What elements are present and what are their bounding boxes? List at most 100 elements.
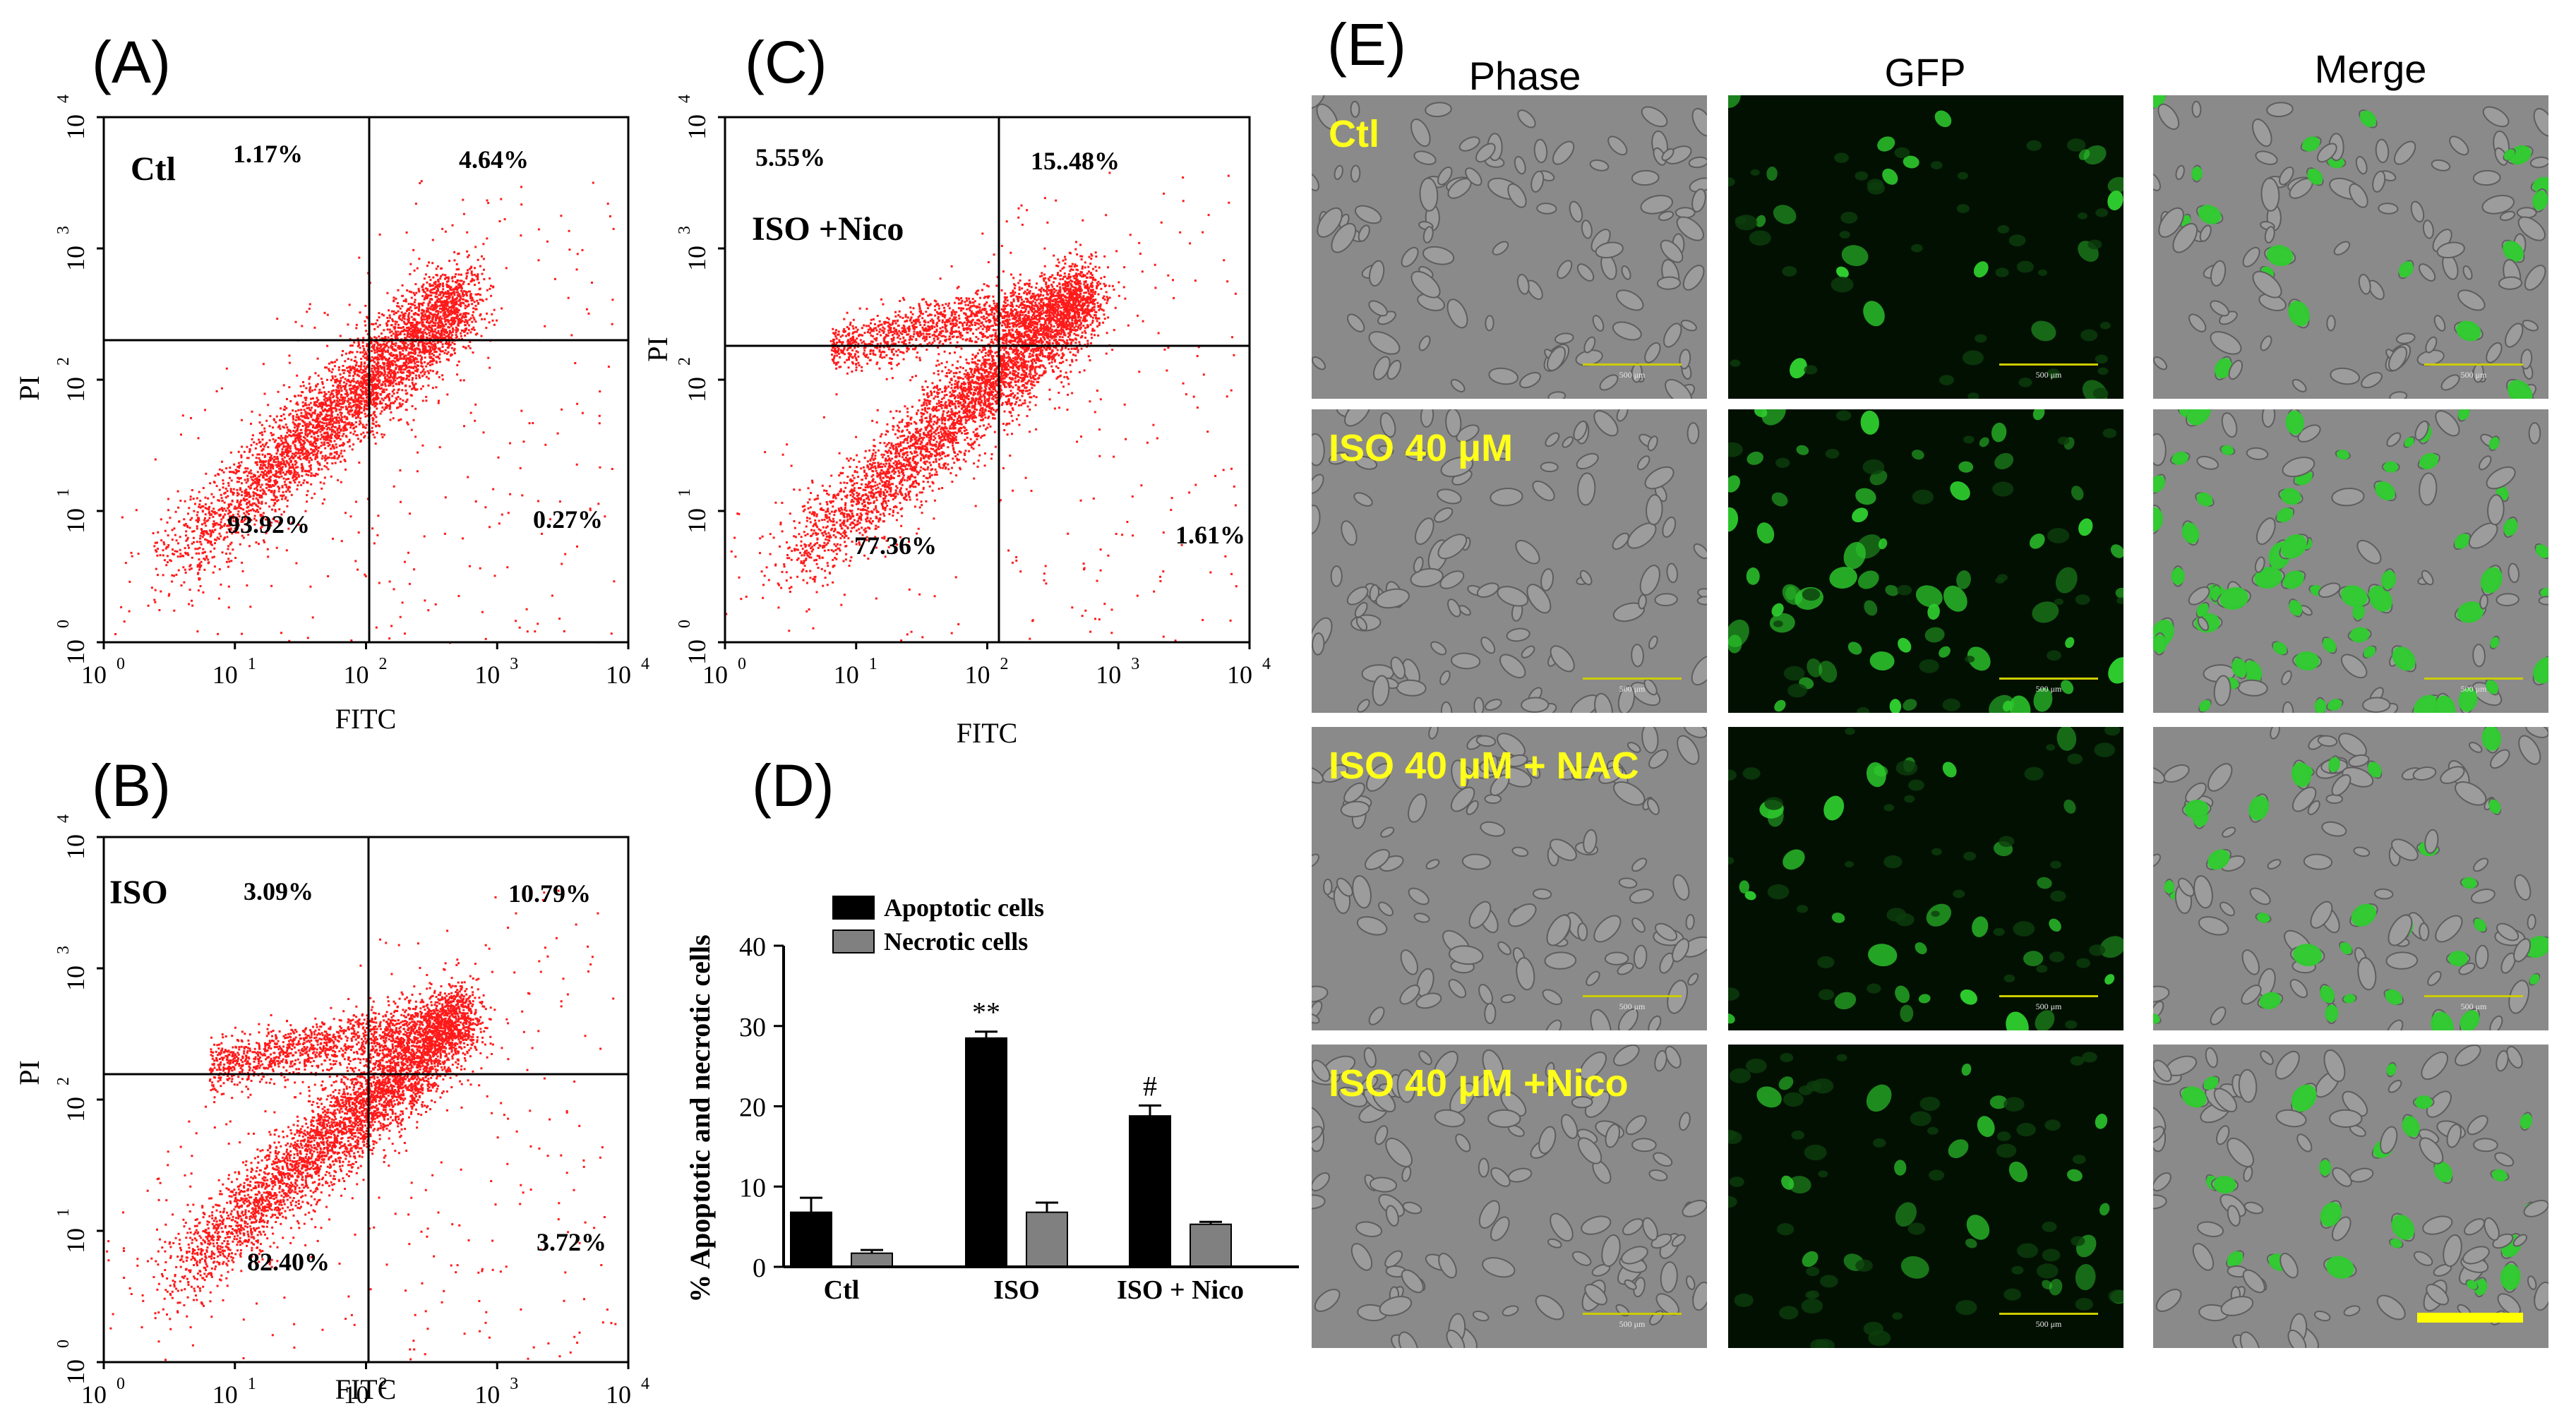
cell	[1380, 826, 1395, 838]
cell	[1466, 800, 1479, 815]
cell	[2310, 901, 2333, 929]
gfp-cell	[2392, 646, 2416, 671]
micrograph-phase-3: 500 μm ISO 40 μM +Nico	[1312, 1045, 1707, 1348]
y-tick-label: 10	[61, 114, 90, 140]
cell	[1350, 164, 1361, 183]
gfp-cell	[1728, 634, 1742, 654]
cell	[1354, 601, 1368, 618]
gfp-cell	[2115, 587, 2123, 599]
gfp-cell	[1855, 488, 1876, 505]
cell	[2422, 219, 2434, 239]
cell	[1639, 565, 1660, 596]
cell	[1386, 359, 1402, 380]
gfp-cell	[2462, 877, 2477, 889]
gfp-cell	[1866, 1084, 1892, 1112]
cell	[1418, 1050, 1432, 1065]
cell	[1546, 1079, 1561, 1093]
scale-bar	[1999, 363, 2098, 366]
gfp-cell	[2227, 1251, 2243, 1268]
scale-bar	[2417, 1313, 2523, 1323]
y-tick-label-exponent: 1	[54, 1208, 73, 1217]
quadrant-upper-left-value: 5.55%	[755, 143, 825, 172]
micrograph-gfp-1: 500 μm	[1728, 409, 2123, 713]
cell	[2412, 766, 2437, 781]
cell	[1312, 1126, 1324, 1144]
cell	[2524, 265, 2546, 291]
gfp-cell	[1755, 215, 1766, 227]
y-tick-label: 10	[61, 1228, 90, 1253]
cell	[1368, 331, 1401, 355]
cell	[1661, 148, 1675, 162]
gfp-cell	[1973, 261, 1989, 278]
cell	[1646, 798, 1660, 815]
cell	[2199, 224, 2212, 242]
gfp-cell	[1965, 1238, 1977, 1248]
cell	[1456, 424, 1480, 443]
cell	[2472, 644, 2486, 668]
cell	[1363, 1047, 1377, 1069]
gfp-cell	[1728, 507, 1739, 532]
cell	[1430, 641, 1447, 656]
gfp-cell	[2248, 795, 2270, 821]
y-tick-label: 10	[61, 377, 90, 402]
cell	[1379, 1296, 1413, 1316]
scale-bar-label: 500 μm	[2036, 1319, 2062, 1329]
gfp-cell	[1924, 627, 1945, 643]
cell	[1571, 1096, 1593, 1109]
cell	[2261, 409, 2276, 428]
cell	[2421, 570, 2434, 586]
cell	[2467, 1115, 2488, 1136]
cell	[1622, 1218, 1643, 1236]
gfp-cell	[2343, 994, 2356, 1004]
gfp-cell	[2375, 481, 2395, 500]
sample-label: ISO +Nico	[752, 210, 904, 248]
cell	[1654, 922, 1678, 941]
y-tick-label-exponent: 0	[54, 1340, 73, 1348]
cell	[2281, 670, 2292, 685]
cell	[1545, 1061, 1555, 1078]
cell	[1526, 760, 1541, 779]
cell	[1583, 829, 1598, 854]
gfp-cell	[2340, 942, 2352, 955]
gfp-cell	[1773, 205, 1797, 224]
micrograph-merge-2: 500 μm	[2153, 727, 2548, 1030]
cell	[2463, 1218, 2485, 1236]
cell	[1448, 979, 1467, 999]
cell	[1437, 166, 1453, 186]
panel-letter-c: (C)	[745, 29, 827, 95]
cell	[2348, 754, 2370, 768]
cell	[1599, 374, 1619, 391]
cell	[1312, 172, 1319, 191]
cell	[2185, 782, 2207, 803]
x-tick-label-exponent: 3	[1131, 655, 1139, 673]
cell	[2458, 962, 2476, 975]
cell	[1374, 1125, 1389, 1145]
cell	[2289, 979, 2308, 999]
cell	[2431, 159, 2451, 172]
micrograph-gfp-2: 500 μm	[1728, 727, 2123, 1030]
cell	[1404, 447, 1427, 460]
gfp-cell	[2153, 507, 2164, 532]
cell	[2489, 1015, 2503, 1030]
micrograph-image: 500 μm	[2153, 409, 2548, 713]
cell	[1500, 1090, 1527, 1117]
cell	[1654, 1049, 1667, 1072]
cell	[1612, 321, 1642, 341]
gfp-cell	[2404, 437, 2414, 447]
gfp-cell	[1728, 95, 1741, 108]
cell	[2357, 957, 2377, 991]
cell	[1488, 367, 1519, 385]
scale-bar	[1999, 995, 2098, 997]
cell	[2486, 466, 2516, 490]
cell	[2455, 781, 2487, 806]
cell	[1533, 138, 1548, 164]
cell	[1437, 488, 1462, 505]
condition-label: ISO 40 μM	[1329, 427, 1514, 469]
y-tick-label: 0	[753, 1253, 766, 1283]
cell	[1545, 432, 1560, 447]
x-tick-label-exponent: 2	[379, 1375, 388, 1393]
bar	[965, 1037, 1007, 1268]
cell	[2241, 985, 2262, 1005]
cell	[1617, 962, 1634, 975]
